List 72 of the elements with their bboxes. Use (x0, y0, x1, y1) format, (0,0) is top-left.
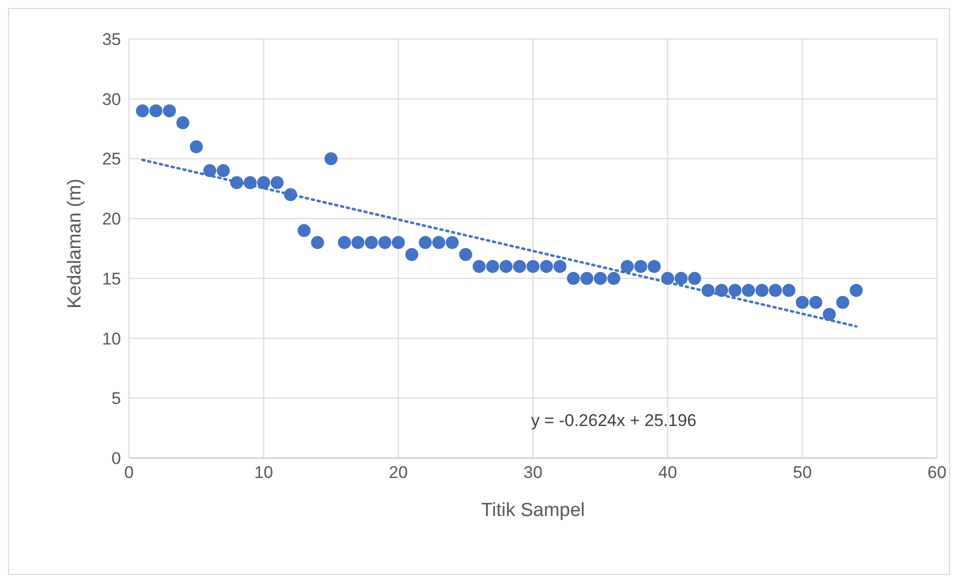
point (822, 308, 836, 321)
point (540, 260, 553, 273)
x-tick-label: 40 (658, 463, 678, 482)
x-tick-label: 0 (124, 463, 134, 482)
point (364, 236, 378, 250)
y-tick-label: 25 (102, 150, 121, 169)
point (244, 176, 257, 190)
annotation: y = -0.2624x + 25.196 (531, 410, 696, 431)
x-tick-label: 30 (524, 463, 542, 482)
point (755, 284, 768, 297)
point (513, 260, 526, 273)
point (620, 260, 634, 273)
point (553, 260, 566, 273)
x-tick-label: 60 (928, 463, 946, 482)
point (809, 296, 822, 309)
point (324, 152, 338, 166)
point (176, 116, 190, 130)
y-tick-label: 20 (102, 210, 121, 229)
point (432, 236, 446, 250)
y-tick-label: 30 (102, 90, 121, 109)
point (351, 236, 364, 250)
y-tick-label: 10 (102, 329, 121, 348)
point (768, 284, 782, 297)
point (500, 260, 513, 273)
y-tick-label: 15 (102, 269, 121, 288)
point (338, 236, 351, 250)
y-tick-label: 35 (102, 30, 121, 50)
point (728, 284, 742, 297)
point (216, 164, 230, 178)
point (446, 236, 459, 250)
point (566, 272, 580, 285)
point (257, 176, 270, 190)
point (418, 236, 432, 250)
point (311, 236, 324, 250)
x-tick-label: 20 (388, 463, 408, 482)
y-axis-title: Kedalaman (m) (64, 178, 86, 308)
point (594, 272, 607, 285)
point (634, 260, 648, 273)
point (136, 104, 149, 118)
point (459, 248, 472, 261)
point (580, 272, 594, 285)
point (742, 284, 755, 297)
point (486, 260, 500, 273)
point (526, 260, 540, 273)
point (661, 272, 674, 285)
point (230, 176, 244, 190)
point (796, 296, 809, 309)
x-tick-label: 10 (254, 463, 274, 482)
point (284, 188, 298, 202)
point (782, 284, 796, 297)
point (149, 104, 162, 118)
point (850, 284, 863, 297)
point (648, 260, 661, 273)
point (190, 140, 203, 154)
y-tick-label: 0 (112, 449, 121, 468)
point (688, 272, 702, 285)
y-tick-label: 5 (112, 389, 121, 408)
x-tick-label: 50 (792, 463, 812, 482)
point (836, 296, 850, 309)
point (405, 248, 418, 261)
x-axis-title: Titik Sampel (481, 500, 585, 521)
point (270, 176, 284, 190)
point (674, 272, 688, 285)
point (298, 224, 311, 238)
point (607, 272, 620, 285)
point (162, 104, 176, 118)
point (702, 284, 715, 297)
point (392, 236, 405, 250)
point (378, 236, 392, 250)
point (472, 260, 486, 273)
point (715, 284, 728, 297)
point (203, 164, 216, 178)
